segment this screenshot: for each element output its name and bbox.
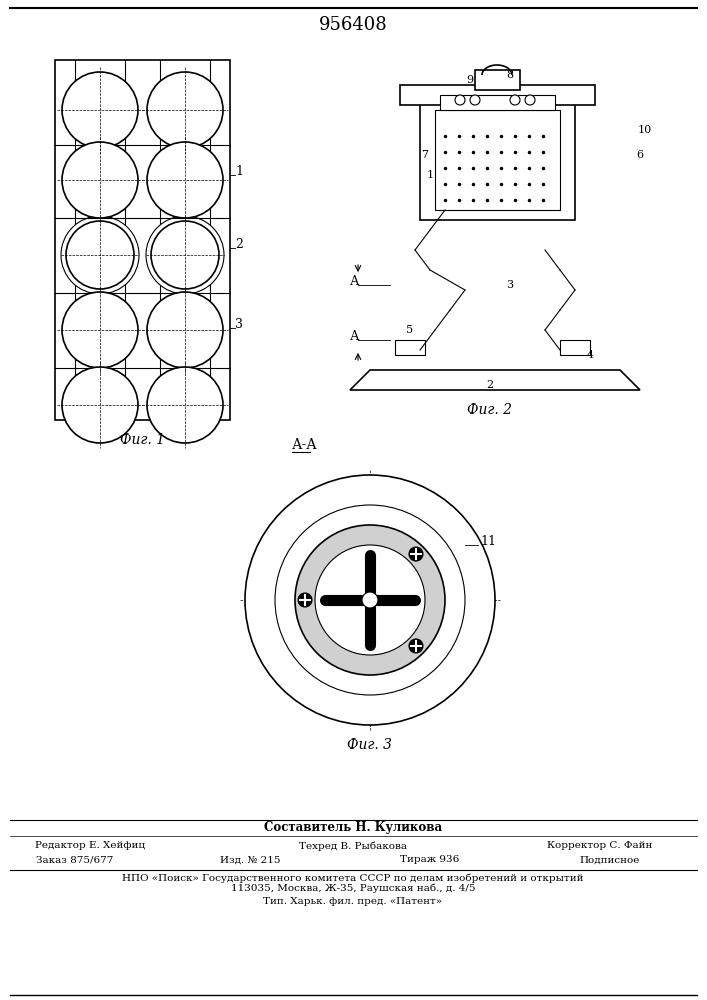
Text: Заказ 875/677: Заказ 875/677 xyxy=(36,856,114,864)
Bar xyxy=(475,70,520,90)
Text: 3: 3 xyxy=(506,280,513,290)
Text: Тираж 936: Тираж 936 xyxy=(400,856,460,864)
Circle shape xyxy=(470,95,480,105)
Text: НПО «Поиск» Государственного комитета СССР по делам изобретений и открытий: НПО «Поиск» Государственного комитета СС… xyxy=(122,873,584,883)
Text: 3: 3 xyxy=(235,318,243,331)
Circle shape xyxy=(510,95,520,105)
Circle shape xyxy=(455,95,465,105)
Circle shape xyxy=(362,592,378,608)
Text: 1: 1 xyxy=(235,165,243,178)
Text: 11: 11 xyxy=(480,535,496,548)
Circle shape xyxy=(147,142,223,218)
Text: А-А: А-А xyxy=(292,438,318,452)
Circle shape xyxy=(409,639,423,653)
Text: 10: 10 xyxy=(638,125,652,135)
Text: Подписное: Подписное xyxy=(580,856,640,864)
Text: 4: 4 xyxy=(586,350,594,360)
Text: 956408: 956408 xyxy=(319,16,387,34)
Circle shape xyxy=(146,216,224,294)
Text: Фиг. 1: Фиг. 1 xyxy=(120,433,165,447)
Text: Фиг. 2: Фиг. 2 xyxy=(467,403,513,417)
Circle shape xyxy=(151,221,219,289)
Text: 8: 8 xyxy=(506,70,513,80)
Bar xyxy=(420,100,575,220)
Text: Тип. Харьк. фил. пред. «Патент»: Тип. Харьк. фил. пред. «Патент» xyxy=(264,898,443,906)
Bar xyxy=(440,95,555,110)
Text: Корректор С. Файн: Корректор С. Файн xyxy=(547,842,653,850)
Text: 7: 7 xyxy=(421,150,428,160)
Text: 6: 6 xyxy=(636,150,643,160)
Circle shape xyxy=(298,593,312,607)
Bar xyxy=(400,85,595,105)
Bar xyxy=(395,340,425,355)
Text: 2: 2 xyxy=(486,380,493,390)
Text: А: А xyxy=(350,275,360,288)
Text: 2: 2 xyxy=(235,238,243,251)
Circle shape xyxy=(147,367,223,443)
Circle shape xyxy=(315,545,425,655)
Circle shape xyxy=(147,72,223,148)
Circle shape xyxy=(62,142,138,218)
Circle shape xyxy=(62,72,138,148)
Text: 1: 1 xyxy=(426,170,433,180)
Text: 5: 5 xyxy=(407,325,414,335)
Circle shape xyxy=(245,475,495,725)
Circle shape xyxy=(295,525,445,675)
Polygon shape xyxy=(350,370,640,390)
Circle shape xyxy=(62,292,138,368)
Text: Фиг. 3: Фиг. 3 xyxy=(348,738,392,752)
Text: Техред В. Рыбакова: Техред В. Рыбакова xyxy=(299,841,407,851)
Text: Составитель Н. Куликова: Составитель Н. Куликова xyxy=(264,822,442,834)
Circle shape xyxy=(525,95,535,105)
Text: 113035, Москва, Ж-35, Раушская наб., д. 4/5: 113035, Москва, Ж-35, Раушская наб., д. … xyxy=(230,883,475,893)
Text: 9: 9 xyxy=(467,75,474,85)
Circle shape xyxy=(275,505,465,695)
Bar xyxy=(560,340,590,355)
Bar xyxy=(435,110,560,210)
Circle shape xyxy=(409,547,423,561)
Circle shape xyxy=(62,367,138,443)
Bar xyxy=(55,60,230,420)
Text: А: А xyxy=(350,330,360,343)
Text: Редактор Е. Хейфиц: Редактор Е. Хейфиц xyxy=(35,842,145,850)
Circle shape xyxy=(61,216,139,294)
Circle shape xyxy=(66,221,134,289)
Text: Изд. № 215: Изд. № 215 xyxy=(220,856,280,864)
Circle shape xyxy=(147,292,223,368)
